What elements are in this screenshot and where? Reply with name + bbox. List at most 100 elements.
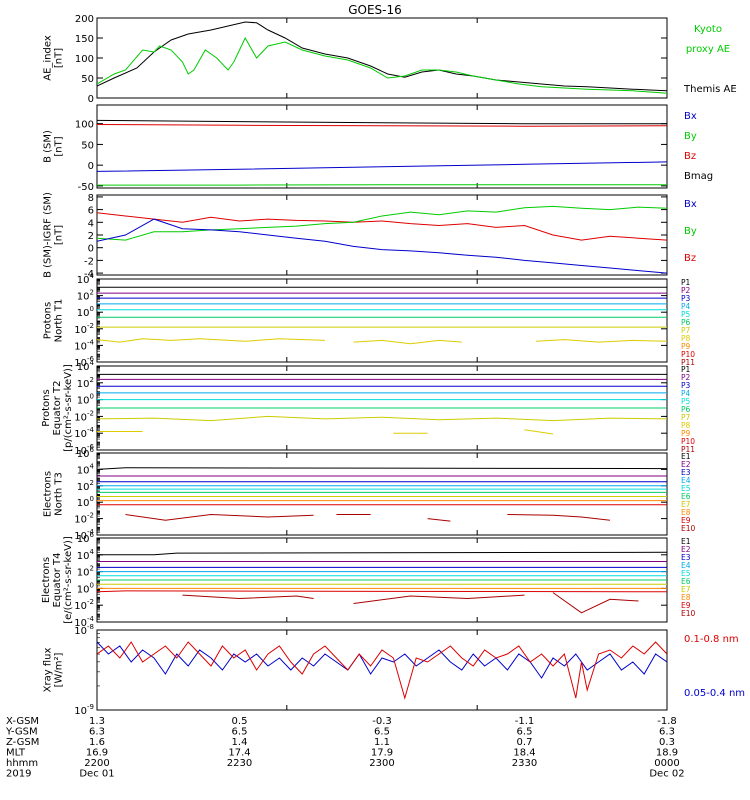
y-axis-label: [p/(cm²-s-sr-keV)] (63, 364, 74, 452)
legend-entry: P10 (681, 437, 695, 446)
legend-entry: Themis AE (683, 84, 737, 95)
series-line (97, 212, 667, 241)
y-tick-label: 10-4 (74, 338, 94, 352)
y-axis-label: Electrons (41, 557, 52, 603)
plot-frame (96, 629, 668, 711)
legend-entry: E3 (681, 468, 691, 477)
y-tick-label: 10-2 (74, 598, 94, 612)
legend-entry: P3 (681, 294, 691, 303)
y-axis-label: Xray flux (43, 648, 54, 693)
legend-entry: P1 (681, 278, 691, 287)
legend-entry: E9 (681, 601, 691, 610)
legend-entry: E6 (681, 577, 691, 586)
legend-entry: P2 (681, 286, 691, 295)
series-line (524, 429, 554, 435)
legend-entry: Kyoto (694, 24, 722, 35)
legend-entry: Bz (684, 253, 696, 264)
series-group (97, 286, 667, 345)
panel-ae: 0 50 100 150 200 AE_index [nT] Kyoto proxy AE The… (43, 14, 737, 105)
y-axis-label: [nT] (54, 136, 65, 156)
plot-frame (96, 104, 668, 189)
y-tick-label: 50 (81, 140, 94, 151)
legend-entry: E2 (681, 460, 691, 469)
legend-entry: E7 (681, 585, 691, 594)
panel-bsub: -4 -20 2 46 8 B (SM)-IGRF (SM) [nT] Bx By Bz (43, 192, 697, 280)
legend-entry: P1 (681, 365, 691, 374)
y-tick-label: 102 (77, 376, 94, 390)
series-group (97, 551, 667, 614)
legend-entry: By (684, 131, 697, 142)
y-tick-label: 104 (77, 359, 95, 373)
legend-entry: E10 (681, 524, 696, 533)
y-tick-label: 200 (75, 14, 94, 25)
series-line (97, 338, 326, 343)
legend-entry: P9 (681, 342, 691, 351)
panel-pe: 10-6 10-4 10-2 100 102 104 Protons Equator T2 [p… (41, 359, 695, 457)
y-tick-label: 10-2 (74, 409, 94, 423)
y-tick-label: -50 (78, 182, 94, 193)
legend-entry: P7 (681, 413, 691, 422)
x-row-value: 6.3 (659, 727, 675, 738)
legend-entry: Bmag (684, 171, 713, 182)
x-row-value: 16.9 (86, 748, 108, 759)
legend-entry: E8 (681, 508, 691, 517)
chart-title: GOES-16 (348, 3, 402, 17)
y-tick-label: 106 (77, 446, 95, 460)
y-axis-label: [e/(cm²-s-sr-keV)] (63, 536, 74, 624)
x-row-value: 1.1 (374, 737, 390, 748)
y-tick-label: 104 (77, 272, 95, 286)
legend-entry: E9 (681, 516, 691, 525)
series-line (97, 124, 667, 127)
series-line (97, 415, 667, 422)
series-line (97, 36, 667, 94)
plot-frame (96, 452, 668, 536)
series-line (97, 467, 667, 470)
legend-entry: P8 (681, 421, 691, 430)
series-line (97, 119, 667, 125)
y-tick-label: 10-8 (74, 623, 94, 637)
x-row-value: 2300 (369, 758, 394, 769)
series-line (97, 590, 667, 593)
y-tick-label: 10-2 (74, 322, 94, 336)
x-row-value: Dec 02 (649, 769, 684, 780)
legend-entry: P6 (681, 405, 691, 414)
series-line (427, 518, 451, 522)
x-row-label: X-GSM (6, 716, 39, 727)
y-tick-label: 104 (77, 548, 95, 562)
x-row-value: 1.4 (232, 737, 248, 748)
series-line (97, 218, 667, 274)
y-tick-label: 10-9 (74, 703, 94, 717)
x-row-value: 6.5 (374, 727, 390, 738)
panel-xray: 10-9 10-8 Xray flux [W/m²] 0.1-0.8 nm 0.05-0.… (43, 623, 746, 717)
series-line (97, 205, 667, 241)
x-row-label: MLT (6, 748, 26, 759)
y-axis-label: [nT] (54, 225, 65, 245)
y-tick-label: 100 (77, 495, 94, 509)
y-tick-label: 10-6 (74, 355, 94, 369)
plot-frame (96, 194, 668, 276)
series-line (125, 513, 314, 521)
plot-frame (96, 278, 668, 363)
y-tick-label: 0 (88, 244, 94, 255)
series-line (97, 21, 667, 92)
y-tick-label: 104 (77, 462, 95, 476)
plot-frame (96, 17, 668, 99)
legend-entry: E8 (681, 593, 691, 602)
y-axis-label: Protons (41, 389, 52, 426)
x-row-value: 18.4 (513, 748, 535, 759)
legend-entry: E6 (681, 492, 691, 501)
legend-entry: P11 (681, 445, 695, 454)
y-tick-label: 50 (81, 74, 94, 85)
legend-entry: 0.05-0.4 nm (684, 688, 745, 699)
x-row-value: 1.3 (89, 716, 105, 727)
series-line (97, 641, 667, 700)
y-tick-label: 8 (88, 193, 94, 204)
legend-entry: P4 (681, 302, 691, 311)
y-tick-label: 100 (77, 581, 94, 595)
y-tick-label: 0 (88, 94, 94, 105)
series-group (97, 373, 667, 435)
y-tick-label: 102 (77, 289, 94, 303)
